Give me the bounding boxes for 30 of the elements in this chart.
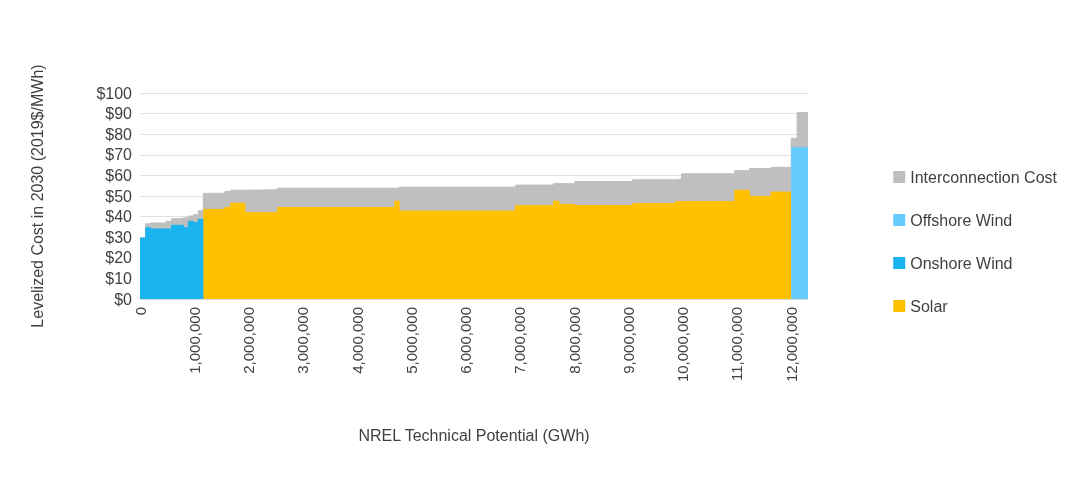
- x-tick-label: 1,000,000: [185, 307, 203, 374]
- y-tick-label: $10: [105, 269, 133, 287]
- x-tick-label: 7,000,000: [511, 307, 529, 374]
- x-tick-label: 9,000,000: [619, 307, 637, 374]
- x-tick-label: 12,000,000: [782, 307, 800, 383]
- legend-label: Solar: [910, 297, 949, 315]
- x-tick-label: 10,000,000: [674, 307, 692, 383]
- legend-label: Onshore Wind: [910, 254, 1013, 272]
- x-tick-label: 5,000,000: [402, 307, 420, 374]
- x-tick-label: 2,000,000: [240, 307, 258, 374]
- y-tick-label: $80: [105, 125, 133, 143]
- y-tick-label: $70: [105, 146, 133, 164]
- y-tick-label: $20: [105, 249, 133, 267]
- y-tick-label: $50: [105, 187, 133, 205]
- y-tick-label: $0: [114, 290, 133, 308]
- y-tick-label: $30: [105, 228, 133, 246]
- y-tick-label: $90: [105, 105, 133, 123]
- legend-label: Offshore Wind: [910, 211, 1013, 229]
- y-tick-label: $40: [105, 208, 133, 226]
- x-tick-label: 3,000,000: [294, 307, 312, 374]
- x-tick-label: 8,000,000: [565, 307, 583, 374]
- y-tick-label: $60: [105, 166, 133, 184]
- x-tick-label: 0: [131, 307, 149, 316]
- y-axis-title: Levelized Cost in 2030 (2019$/MWh): [28, 64, 46, 328]
- x-tick-label: 4,000,000: [348, 307, 366, 374]
- y-tick-label: $100: [96, 84, 133, 102]
- legend-label: Interconnection Cost: [910, 168, 1058, 186]
- x-tick-label: 11,000,000: [728, 307, 746, 381]
- x-tick-label: 6,000,000: [457, 307, 475, 374]
- x-axis-title: NREL Technical Potential (GWh): [358, 426, 590, 444]
